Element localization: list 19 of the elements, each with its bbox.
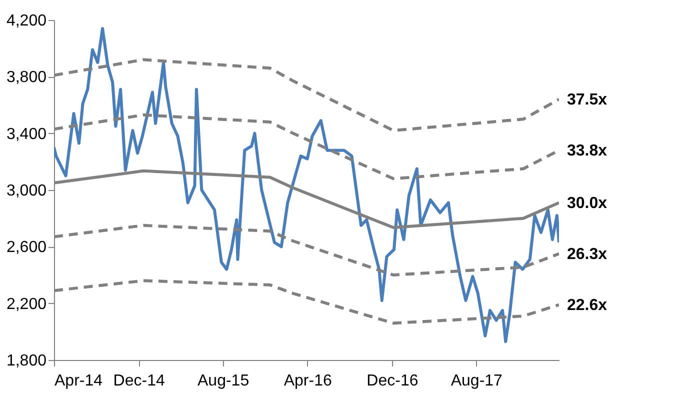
y-tick-label: 4,200	[6, 12, 47, 30]
y-tick-label: 2,200	[6, 296, 47, 313]
x-tick-label: Dec-16	[366, 372, 418, 390]
series-label: 22.6x	[567, 296, 608, 314]
series-label: 33.8x	[567, 142, 608, 160]
y-tick-label: 2,600	[6, 239, 47, 256]
series-label: 30.0x	[567, 194, 608, 212]
x-tick-label: Apr-16	[284, 372, 332, 390]
x-tick-label: Aug-15	[198, 372, 250, 390]
series-label: 37.5x	[567, 91, 608, 108]
y-tick-label: 3,400	[6, 126, 47, 143]
line-series	[54, 27, 559, 344]
series-label: 26.3x	[567, 246, 608, 263]
x-tick-label: Dec-14	[113, 372, 165, 390]
x-tick-label: Aug-17	[450, 372, 503, 390]
y-tick-label: 3,000	[6, 182, 47, 200]
y-tick-label: 3,800	[6, 69, 47, 86]
x-tick-label: Apr-14	[54, 372, 103, 390]
y-tick-label: 1,800	[6, 352, 47, 370]
